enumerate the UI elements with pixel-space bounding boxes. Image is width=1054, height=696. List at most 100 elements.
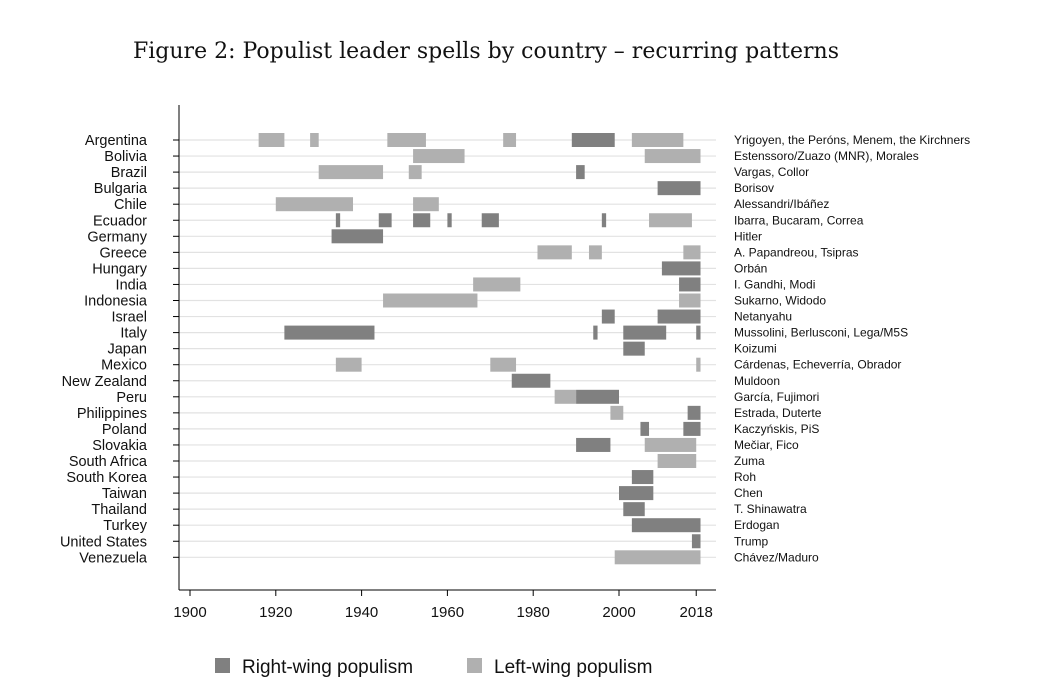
country-label: Bulgaria [94, 181, 148, 197]
leader-label: Estrada, Duterte [734, 406, 822, 420]
country-label: South Africa [69, 454, 148, 470]
leader-label: Ibarra, Bucaram, Correa [734, 213, 864, 227]
legend-swatch-left [467, 658, 482, 673]
country-label: Argentina [85, 133, 148, 149]
spell-bar-right [284, 325, 375, 340]
country-label: United States [60, 534, 147, 550]
country-label: Poland [102, 422, 147, 438]
spell-bar-left [413, 149, 465, 164]
leader-label: Erdogan [734, 518, 779, 532]
x-tick-label: 1900 [173, 604, 206, 621]
leader-label: Mussolini, Berlusconi, Lega/M5S [734, 326, 908, 340]
spell-bar-right [576, 389, 619, 404]
spell-bar-left [413, 197, 439, 212]
legend-label-left: Left-wing populism [494, 657, 652, 678]
country-label: South Korea [66, 470, 148, 486]
x-tick-label: 2000 [602, 604, 635, 621]
country-label: Japan [107, 342, 147, 358]
country-label: Peru [116, 390, 147, 406]
leader-label: Muldoon [734, 374, 780, 388]
spell-bar-left [275, 197, 354, 212]
spell-bar-left [631, 133, 684, 147]
spell-bar-right [335, 213, 341, 228]
leader-label: Trump [734, 534, 769, 548]
x-tick-label: 1940 [345, 604, 378, 621]
legend-swatch-right [215, 658, 230, 673]
country-label: Chile [114, 197, 147, 213]
spell-bar-left [696, 357, 701, 372]
leader-label: Vargas, Collor [734, 165, 809, 179]
spell-bar-right [631, 470, 654, 485]
spell-bar-left [318, 165, 384, 180]
spell-bar-left [383, 293, 478, 308]
x-tick-label: 2018 [680, 604, 713, 621]
spell-bar-left [387, 133, 426, 147]
spell-bar-left [473, 277, 521, 292]
leader-labels: Yrigoyen, the Peróns, Menem, the Kirchne… [734, 133, 970, 564]
spell-bar-left [649, 213, 692, 228]
spell-bar-left [683, 245, 701, 260]
leader-label: A. Papandreou, Tsipras [734, 245, 859, 259]
leader-label: Chávez/Maduro [734, 550, 819, 564]
spell-bar-right [331, 229, 384, 244]
leader-label: Borisov [734, 181, 774, 195]
chart-title: Figure 2: Populist leader spells by coun… [133, 39, 839, 64]
spell-bar-right [679, 277, 701, 292]
leader-label: Mečiar, Fico [734, 438, 799, 452]
country-label: Taiwan [102, 486, 147, 502]
spell-bar-right [657, 181, 701, 196]
spell-bars [258, 133, 701, 565]
leader-label: García, Fujimori [734, 390, 819, 404]
leader-label: Koizumi [734, 342, 777, 356]
country-label: Brazil [111, 165, 147, 181]
spell-bar-right [571, 133, 615, 147]
country-label: Israel [112, 310, 147, 326]
country-labels: ArgentinaBoliviaBrazilBulgariaChileEcuad… [60, 133, 148, 566]
spell-bar-right [593, 325, 598, 340]
spell-bar-right [691, 534, 701, 549]
x-tick-label: 1980 [517, 604, 550, 621]
spell-bar-right [576, 165, 585, 180]
leader-label: Zuma [734, 454, 765, 468]
country-label: Venezuela [79, 550, 148, 566]
leader-label: I. Gandhi, Modi [734, 277, 815, 291]
spell-bar-right [661, 261, 701, 276]
leader-label: Kaczyńskis, PiS [734, 422, 819, 436]
spell-bar-right [683, 421, 701, 436]
spell-bar-left [679, 293, 701, 308]
leader-label: Sukarno, Widodo [734, 294, 826, 308]
country-label: Bolivia [104, 149, 148, 165]
spell-bar-right [657, 309, 701, 324]
country-label: New Zealand [62, 374, 147, 390]
country-label: Greece [99, 245, 147, 261]
country-label: Philippines [77, 406, 147, 422]
spell-bar-left [588, 245, 602, 260]
leader-label: Alessandri/Ibáñez [734, 197, 829, 211]
leader-label: Hitler [734, 229, 762, 243]
leader-label: Roh [734, 470, 756, 484]
spell-bar-right [619, 486, 654, 501]
spell-bar-left [644, 149, 701, 164]
spell-bar-left [335, 357, 362, 372]
leader-label: Netanyahu [734, 310, 792, 324]
spell-bar-right [631, 518, 701, 533]
spell-bar-left [537, 245, 572, 260]
spell-bar-left [657, 454, 697, 468]
country-label: Thailand [91, 502, 147, 518]
spell-bar-left [310, 133, 319, 147]
country-label: Slovakia [92, 438, 148, 454]
spell-bar-right [601, 309, 615, 324]
country-label: Turkey [103, 518, 148, 534]
country-label: Mexico [101, 358, 147, 374]
spell-bar-right [447, 213, 452, 228]
spell-bar-left [490, 357, 517, 372]
spell-bar-right [481, 213, 499, 228]
spell-bar-left [503, 133, 517, 147]
spell-bar-right [623, 502, 645, 517]
legend-label-right: Right-wing populism [242, 657, 413, 678]
leader-label: Yrigoyen, the Peróns, Menem, the Kirchne… [734, 133, 970, 147]
spell-bar-left [610, 405, 624, 420]
country-label: Germany [87, 229, 147, 245]
leader-label: T. Shinawatra [734, 502, 807, 516]
